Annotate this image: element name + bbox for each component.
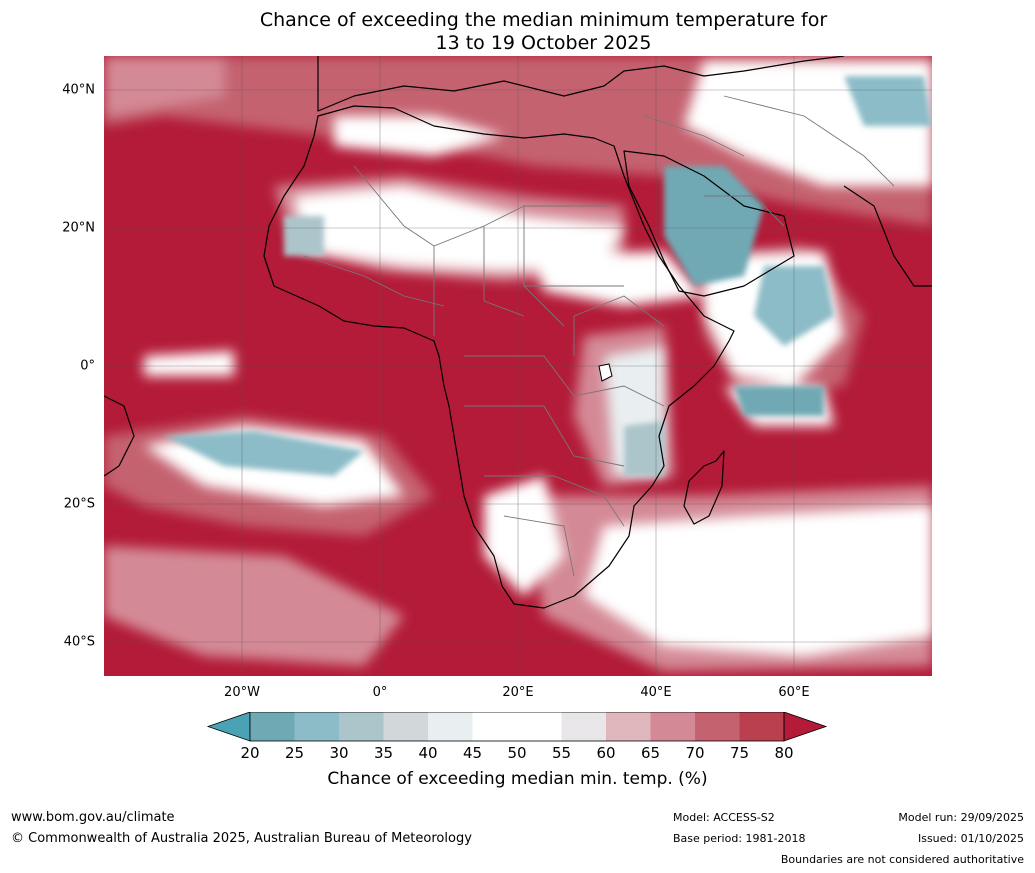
colorbar-tick: 75 (729, 744, 750, 762)
map-title: Chance of exceeding the median minimum t… (0, 9, 1035, 55)
lat-label-40n: 40°N (62, 82, 95, 98)
colorbar-tick: 45 (462, 744, 483, 762)
colorbar-segment (561, 712, 606, 741)
colorbar-extend-low (206, 712, 251, 742)
lat-label-20n: 20°N (62, 220, 95, 236)
colorbar-tick: 55 (551, 744, 572, 762)
issued-text: Issued: 01/10/2025 (917, 832, 1024, 845)
colorbar-segment (250, 712, 295, 741)
graticule (104, 56, 932, 676)
colorbar-segment (383, 712, 428, 741)
colorbar-tick: 65 (640, 744, 661, 762)
colorbar-segment (517, 712, 562, 741)
lat-label-40s: 40°S (63, 634, 95, 650)
arabia-coastline (623, 150, 795, 297)
madagascar-coastline (683, 450, 725, 525)
lake-victoria (598, 363, 613, 382)
model-run-text: Model run: 29/09/2025 (898, 811, 1024, 824)
forecast-map-svg (104, 56, 932, 676)
lon-label-20w: 20°W (224, 685, 260, 700)
coastlines (104, 56, 932, 609)
colorbar-label: Chance of exceeding median min. temp. (%… (327, 769, 708, 789)
copyright-text: © Commonwealth of Australia 2025, Austra… (11, 831, 472, 846)
colorbar-tick: 60 (596, 744, 616, 762)
map-title-line1: Chance of exceeding the median minimum t… (259, 9, 828, 31)
lon-label-60e: 60°E (778, 685, 810, 700)
colorbar-tick: 20 (240, 744, 260, 762)
colorbar-tick: 40 (418, 744, 438, 762)
colorbar-tick: 30 (329, 744, 349, 762)
lon-label-20e: 20°E (502, 685, 534, 700)
colorbar-segment (428, 712, 473, 741)
colorbar-tick: 25 (284, 744, 305, 762)
disclaimer-text: Boundaries are not considered authoritat… (780, 853, 1024, 866)
colorbar-tick: 50 (507, 744, 527, 762)
website-link[interactable]: www.bom.gov.au/climate (11, 810, 175, 825)
forecast-map (104, 56, 932, 676)
country-boundaries (303, 95, 895, 577)
lat-label-20s: 20°S (63, 496, 95, 512)
map-title-line2: 13 to 19 October 2025 (435, 32, 652, 54)
colorbar-segment (339, 712, 384, 741)
europe-coastline (317, 56, 845, 112)
india-coastline (843, 185, 932, 287)
colorbar-tick: 80 (774, 744, 794, 762)
colorbar-segment (650, 712, 695, 741)
colorbar-segment (739, 712, 784, 741)
colorbar-segment (294, 712, 339, 741)
colorbar-segment (472, 712, 517, 741)
lon-label-0: 0° (372, 685, 388, 700)
africa-coastline (263, 105, 735, 609)
colorbar-segment (695, 712, 740, 741)
model-text: Model: ACCESS-S2 (673, 811, 775, 824)
lon-label-40e: 40°E (640, 685, 672, 700)
colorbar-extend-high (783, 712, 828, 742)
lat-label-0: 0° (80, 358, 95, 374)
base-period-text: Base period: 1981-2018 (673, 832, 806, 845)
colorbar-tick: 70 (685, 744, 705, 762)
colorbar-segment (606, 712, 651, 741)
colorbar-frame (249, 712, 785, 742)
colorbar (206, 712, 828, 742)
colorbar-tick: 35 (373, 744, 394, 762)
south-america-coastline (104, 395, 135, 477)
